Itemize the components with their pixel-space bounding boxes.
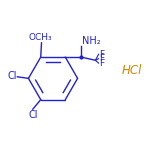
Text: HCl: HCl bbox=[122, 64, 142, 77]
Text: F: F bbox=[99, 50, 105, 59]
Text: Cl: Cl bbox=[28, 110, 38, 120]
Text: Cl: Cl bbox=[7, 71, 17, 81]
Text: F: F bbox=[99, 59, 105, 68]
Text: F: F bbox=[99, 54, 105, 63]
Text: OCH₃: OCH₃ bbox=[29, 33, 53, 42]
Text: NH₂: NH₂ bbox=[82, 36, 101, 45]
